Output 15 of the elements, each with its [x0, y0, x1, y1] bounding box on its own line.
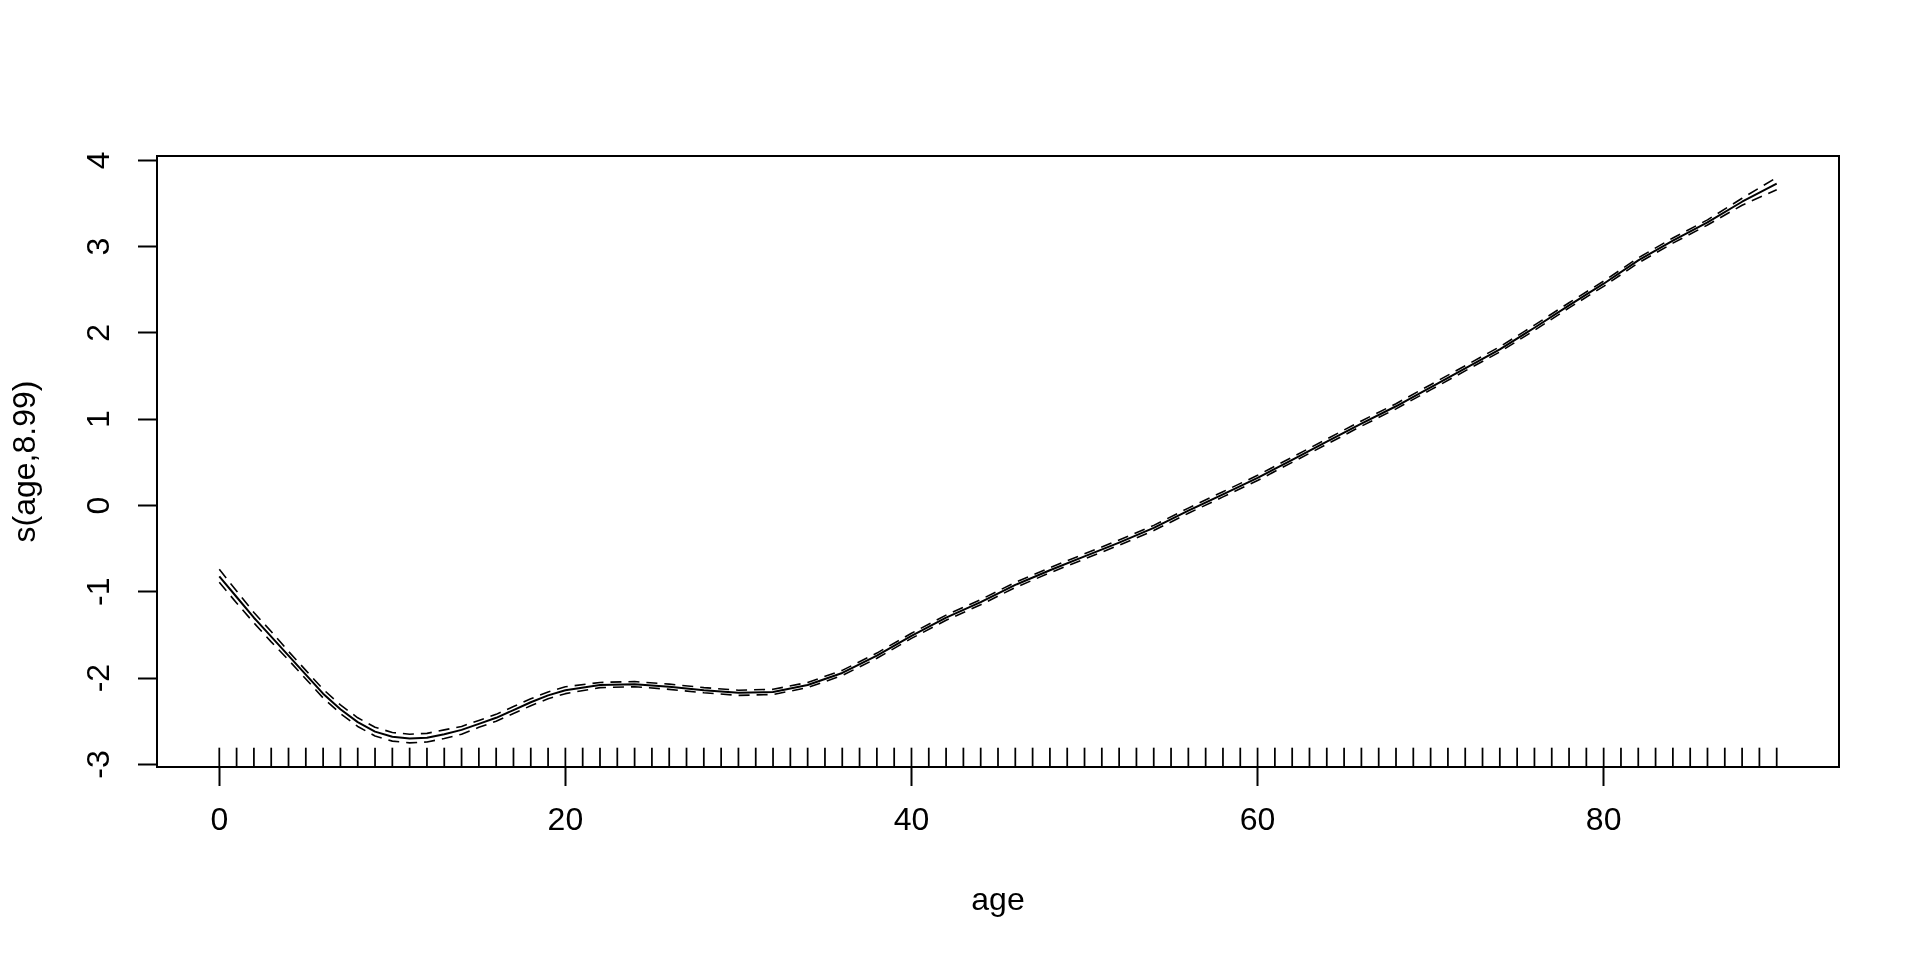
y-tick-label: 1: [79, 410, 116, 429]
y-tick-label: -2: [79, 663, 116, 693]
y-tick-label: 2: [79, 324, 116, 342]
y-axis-title: s(age,8.99): [6, 380, 43, 543]
x-tick-label: 80: [1585, 801, 1622, 838]
x-tick-label: 0: [210, 801, 229, 838]
y-tick-label: -3: [79, 750, 116, 779]
x-axis-title: age: [971, 880, 1025, 917]
y-tick-label: 3: [79, 237, 116, 256]
y-tick-label: -1: [79, 577, 116, 607]
x-tick-label: 60: [1239, 801, 1276, 838]
y-tick-label: 0: [79, 496, 116, 515]
x-tick-label: 40: [893, 801, 930, 838]
y-tick-label: 4: [79, 151, 116, 170]
x-tick-label: 20: [547, 801, 584, 838]
